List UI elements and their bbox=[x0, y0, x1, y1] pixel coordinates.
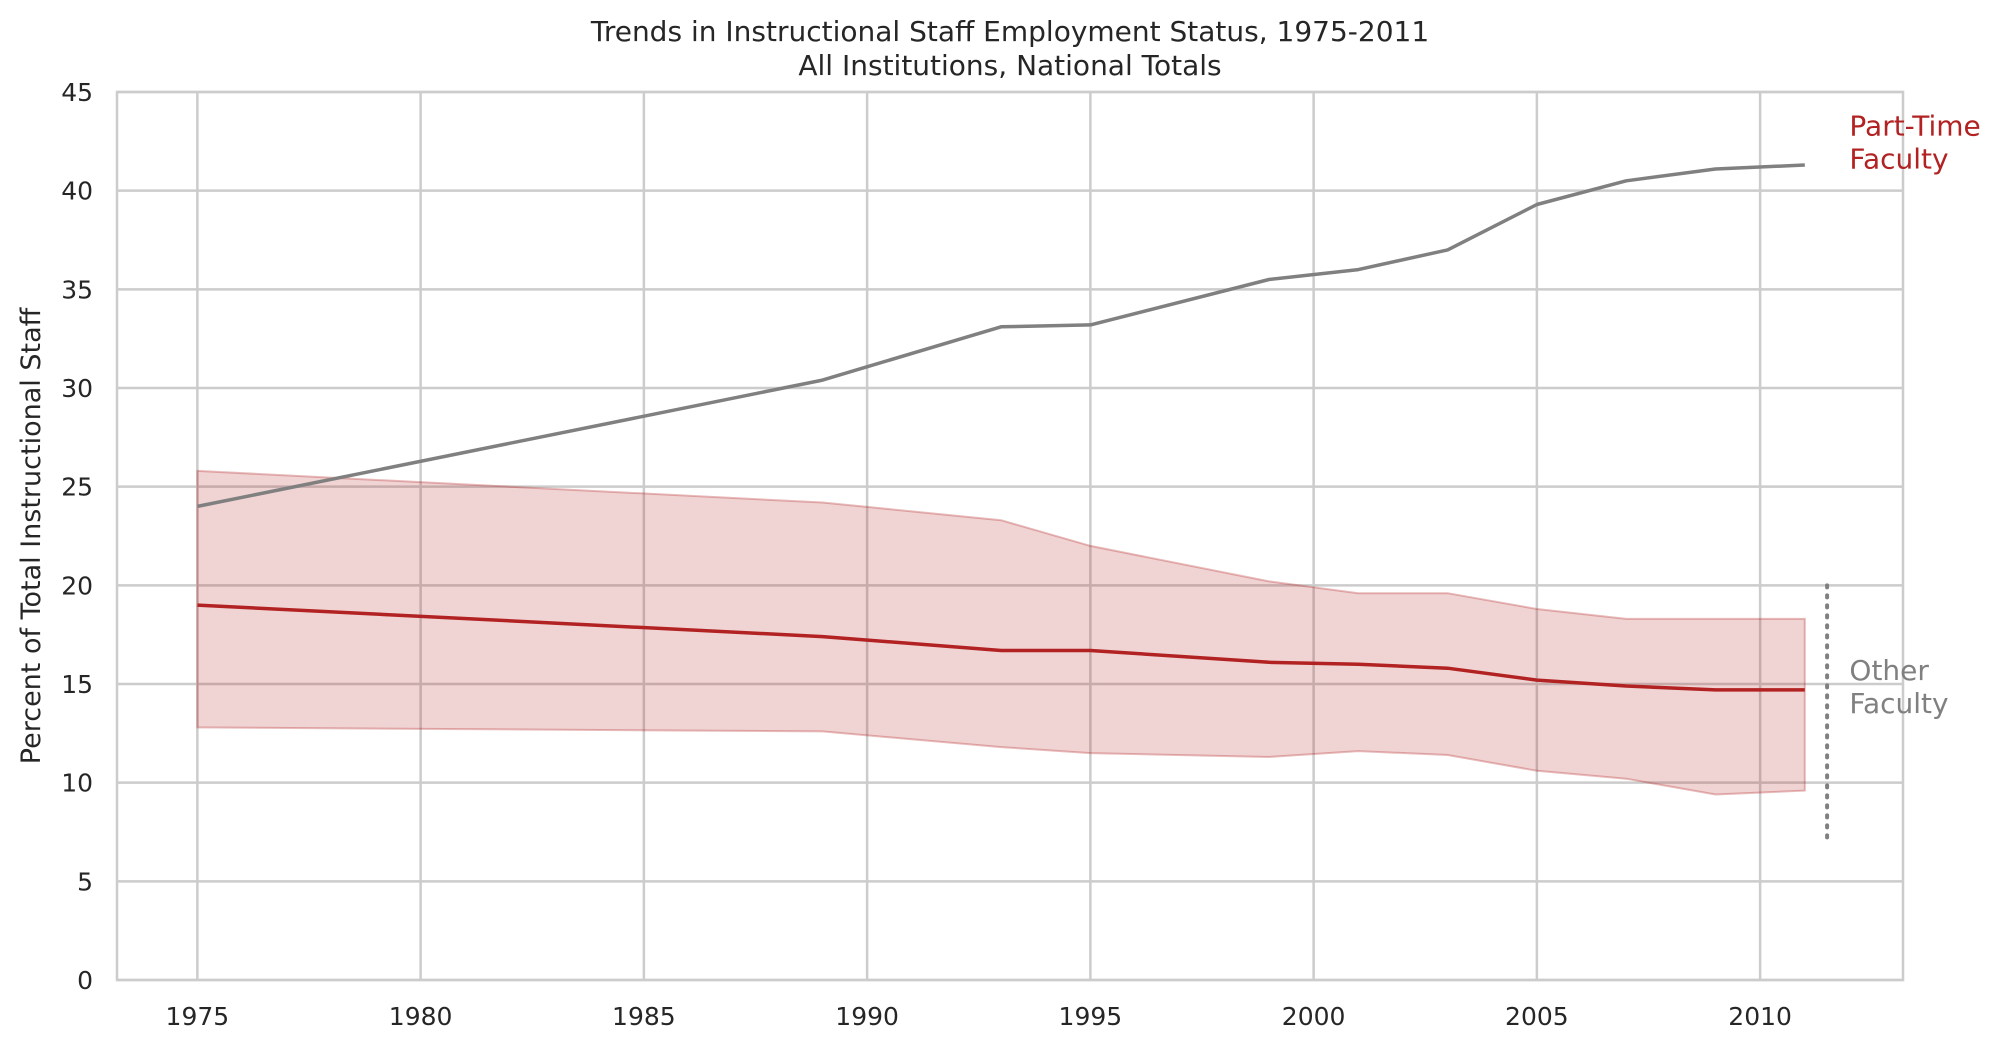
x-tick-label-1975: 1975 bbox=[166, 1002, 230, 1031]
part-time-faculty-label-1: Faculty bbox=[1849, 142, 1948, 175]
x-tick-label-2005: 2005 bbox=[1505, 1002, 1569, 1031]
other-faculty-band bbox=[196, 469, 1806, 796]
y-tick-label-40: 40 bbox=[61, 177, 93, 206]
other-faculty-label-0: Other bbox=[1849, 654, 1929, 687]
part-time-faculty-label-0: Part-Time bbox=[1849, 109, 1980, 142]
y-tick-label-10: 10 bbox=[61, 769, 93, 798]
other-faculty-range-band bbox=[196, 469, 1806, 796]
part-time-faculty-line bbox=[197, 163, 1805, 509]
x-tick-label-1995: 1995 bbox=[1059, 1002, 1123, 1031]
chart-title-line-1: Trends in Instructional Staff Employment… bbox=[590, 15, 1429, 48]
other-faculty-label-1: Faculty bbox=[1849, 687, 1948, 720]
x-tick-label-2000: 2000 bbox=[1282, 1002, 1346, 1031]
x-tick-label-1990: 1990 bbox=[835, 1002, 899, 1031]
other-faculty-line bbox=[197, 603, 1805, 692]
y-tick-label-45: 45 bbox=[61, 78, 93, 107]
y-tick-label-20: 20 bbox=[61, 571, 93, 600]
chart-title-line-2: All Institutions, National Totals bbox=[798, 49, 1221, 82]
y-tick-label-25: 25 bbox=[61, 473, 93, 502]
y-tick-label-0: 0 bbox=[77, 966, 93, 995]
y-axis-label: Percent of Total Instructional Staff bbox=[16, 306, 47, 764]
x-ticks: 1975 1980 1985 1990 1995 2000 2005 2010 bbox=[166, 1002, 1792, 1031]
y-tick-label-30: 30 bbox=[61, 374, 93, 403]
grid bbox=[117, 90, 1903, 982]
y-tick-label-35: 35 bbox=[61, 275, 93, 304]
y-tick-label-15: 15 bbox=[61, 670, 93, 699]
x-tick-label-2010: 2010 bbox=[1728, 1002, 1792, 1031]
y-ticks: 0 5 10 15 20 25 30 35 40 45 bbox=[61, 78, 93, 995]
y-tick-label-5: 5 bbox=[77, 867, 93, 896]
plot-frame bbox=[115, 90, 1905, 982]
series-lines bbox=[197, 163, 1805, 692]
x-tick-label-1980: 1980 bbox=[389, 1002, 453, 1031]
x-tick-label-1985: 1985 bbox=[612, 1002, 676, 1031]
